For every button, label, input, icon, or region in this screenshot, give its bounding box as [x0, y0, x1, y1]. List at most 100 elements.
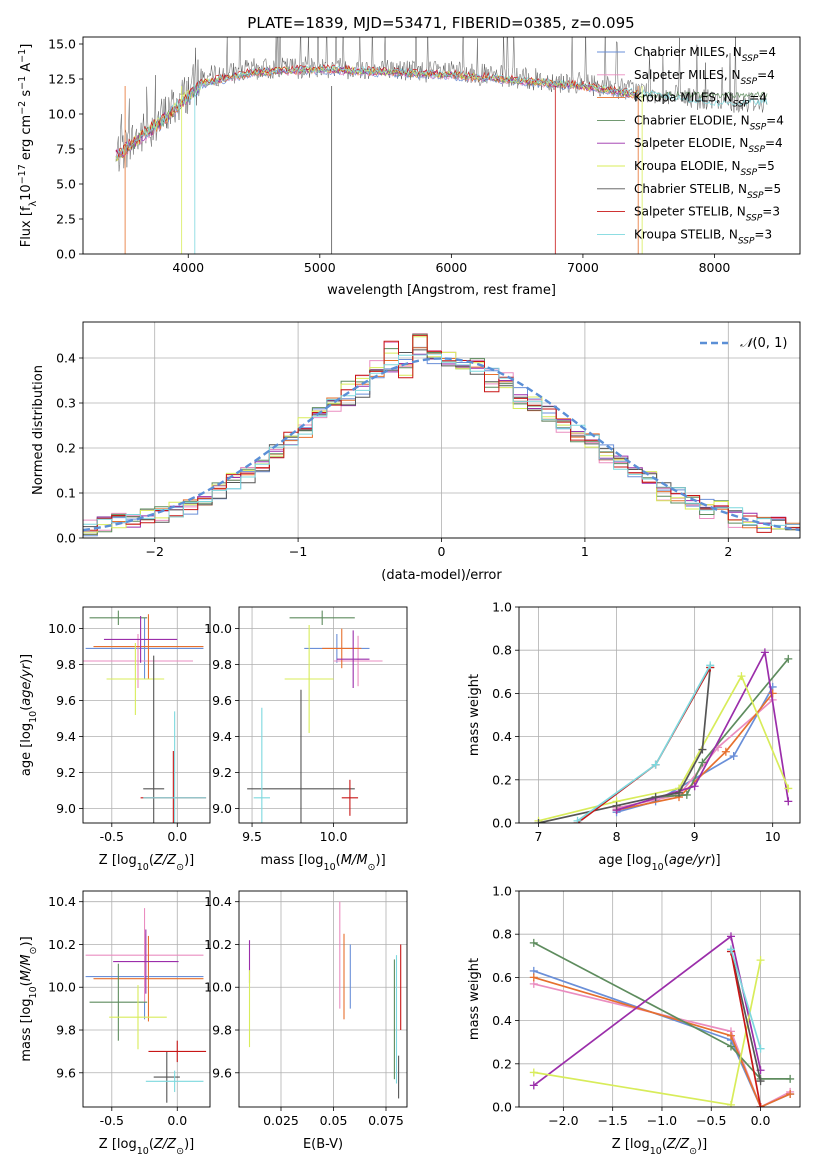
y-tick-label: 9.6	[212, 693, 232, 708]
mass-weight-line	[730, 949, 762, 1049]
plus-marker	[651, 793, 660, 802]
y-tick-label: 12.5	[48, 72, 76, 87]
plus-marker	[737, 672, 746, 681]
legend-label: Kroupa ELODIE, NSSP=5	[634, 159, 775, 178]
x-tick-label: −0.5	[696, 1113, 726, 1128]
mass-weight-line	[577, 664, 711, 822]
x-axis-label: mass [log10(M/M⊙)]	[260, 853, 385, 873]
y-tick-label: 9.6	[56, 1065, 76, 1080]
mass-weight-lines	[529, 932, 795, 1107]
y-tick-label: 1.0	[492, 600, 512, 615]
plus-marker	[726, 1100, 735, 1107]
legend-label: Chabrier MILES, NSSP=4	[634, 45, 776, 64]
x-axis-label: wavelength [Angstrom, rest frame]	[327, 283, 556, 298]
y-axis-label: mass weight	[467, 958, 482, 1040]
legend-label: Chabrier STELIB, NSSP=5	[634, 182, 781, 201]
y-tick-label: 0.3	[56, 396, 76, 411]
x-tick-label: 9	[691, 829, 699, 844]
y-axis-label: Flux [fλ10−17 erg cm−2 s−1 A−1]	[17, 44, 39, 248]
x-tick-label: −1.5	[597, 1113, 627, 1128]
x-tick-label: 0	[438, 544, 446, 559]
x-tick-label: 4000	[172, 260, 204, 275]
y-tick-label: 0.1	[56, 486, 76, 501]
x-tick-label: −2.0	[548, 1113, 578, 1128]
error-bars	[85, 908, 207, 1103]
y-tick-label: 2.5	[56, 212, 76, 227]
figure-title: PLATE=1839, MJD=53471, FIBERID=0385, z=0…	[247, 14, 634, 32]
plus-marker	[768, 689, 777, 698]
y-tick-label: 0.6	[492, 686, 512, 701]
plus-marker	[786, 1090, 795, 1099]
x-tick-label: 10.0	[320, 829, 348, 844]
mass-vs-Z-panel: -0.5 0.0 9.6 9.8 10.0 10.2 10.4 Z [log10(Z/Z⊙)]…	[19, 890, 211, 1157]
y-tick-label: 0.4	[56, 351, 76, 366]
plus-marker	[726, 945, 735, 954]
plus-marker	[690, 782, 699, 791]
x-tick-label: 0.0	[751, 1113, 771, 1128]
y-tick-label: 0.2	[492, 772, 512, 787]
plus-marker	[675, 788, 684, 797]
x-axis-label: age [log10(age/yr)]	[598, 853, 720, 873]
x-tick-label: 7	[535, 829, 543, 844]
y-axis-label: mass weight	[467, 674, 482, 756]
y-tick-label: 15.0	[48, 37, 76, 52]
y-tick-label: 0.2	[492, 1056, 512, 1071]
y-tick-label: 0.6	[492, 970, 512, 985]
y-axis-label: Normed distribution	[31, 365, 46, 495]
legend-label: Salpeter ELODIE, NSSP=4	[634, 136, 783, 155]
mass-weight-line	[655, 658, 789, 798]
y-tick-label: 0.0	[492, 816, 512, 831]
y-tick-label: 0.4	[492, 1013, 512, 1028]
x-tick-label: −1	[289, 544, 307, 559]
y-tick-label: 9.8	[56, 1023, 76, 1038]
mass-weight-line	[616, 692, 774, 811]
mass-weight-line	[730, 951, 762, 1107]
x-tick-label: 1	[581, 544, 589, 559]
legend-label: Chabrier ELODIE, NSSP=4	[634, 113, 784, 132]
axes-frame	[518, 890, 801, 1108]
x-tick-label: 7000	[567, 260, 599, 275]
plus-marker	[682, 790, 691, 799]
mass-weight-vs-Z-panel: −2.0 −1.5 −1.0 −0.5 0.0 0.0 0.2 0.4 0.6 0.8 1.0 Z […	[467, 884, 801, 1157]
y-tick-label: 10.2	[204, 937, 232, 952]
x-axis-label: (data-model)/error	[381, 568, 502, 583]
y-tick-label: 10.0	[48, 621, 76, 636]
plus-marker	[760, 648, 769, 657]
y-tick-label: 9.2	[56, 765, 76, 780]
plus-marker	[756, 1103, 765, 1107]
mass-weight-vs-age-panel: 7 8 9 10 0.0 0.2 0.4 0.6 0.8 1.0 age [log10(age/yr…	[467, 600, 801, 873]
y-tick-label: 7.5	[56, 142, 76, 157]
y-axis-label: age [log10(age/yr)]	[19, 654, 39, 776]
plus-marker	[784, 797, 793, 806]
mass-weight-lines	[534, 648, 793, 823]
y-tick-label: 10.0	[204, 980, 232, 995]
spectrum-line	[115, 64, 768, 160]
y-tick-label: 10.4	[204, 894, 232, 909]
x-tick-label: 0.025	[263, 1113, 299, 1128]
spectrum-panel: PLATE=1839, MJD=53471, FIBERID=0385, z=0…	[17, 14, 801, 298]
y-tick-label: 10.2	[48, 937, 76, 952]
legend-label: Salpeter MILES, NSSP=4	[634, 68, 775, 87]
x-tick-label: 9.5	[242, 829, 262, 844]
x-tick-label: 0.0	[167, 1113, 187, 1128]
histogram-series	[83, 353, 800, 526]
plus-marker	[529, 1081, 538, 1090]
x-tick-label: 0.0	[167, 829, 187, 844]
legend-label: Kroupa STELIB, NSSP=3	[634, 227, 772, 246]
axes-frame	[82, 606, 211, 824]
y-tick-label: 9.0	[56, 801, 76, 816]
error-bars	[247, 610, 383, 823]
x-tick-label: 8000	[699, 260, 731, 275]
legend-label: Salpeter STELIB, NSSP=3	[634, 205, 780, 224]
y-tick-label: 9.8	[212, 657, 232, 672]
x-tick-label: 5000	[304, 260, 336, 275]
plus-marker	[612, 801, 621, 810]
y-tick-label: 9.6	[56, 693, 76, 708]
y-tick-label: 9.4	[212, 729, 232, 744]
mass-weight-line	[616, 649, 790, 811]
y-tick-label: 0.4	[492, 729, 512, 744]
plus-marker	[756, 1044, 765, 1053]
histogram-steps	[83, 333, 800, 537]
plus-marker	[786, 1074, 795, 1083]
plus-marker	[726, 1031, 735, 1040]
